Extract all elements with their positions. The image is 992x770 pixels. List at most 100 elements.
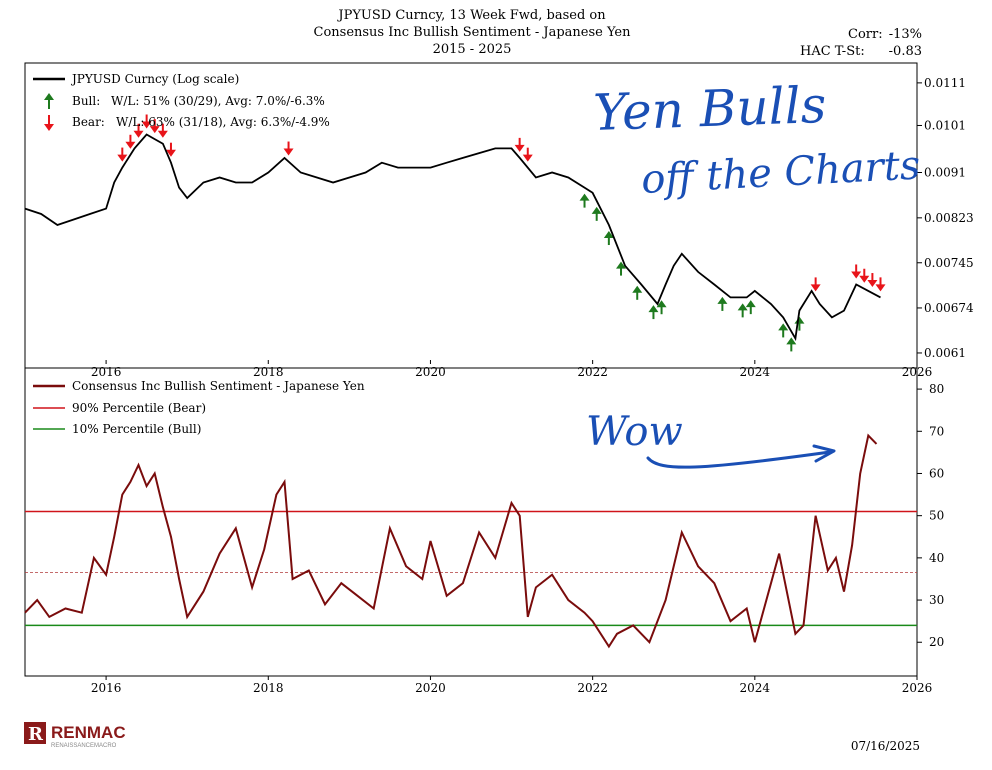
legend-price-label: JPYUSD Curncy (Log scale) — [70, 72, 239, 86]
bear-arrow-head — [157, 130, 168, 138]
chart-header: JPYUSD Curncy, 13 Week Fwd, based on Con… — [314, 8, 922, 59]
bear-signal-arrow-10 — [810, 277, 821, 292]
y-tick-label: 0.0111 — [924, 76, 966, 90]
y-tick-label: 0.0061 — [924, 346, 966, 360]
bull-signal-arrow-7 — [717, 296, 728, 311]
bear-arrow-head — [867, 280, 878, 288]
bull-signal-arrow-5 — [648, 305, 659, 320]
footer-logo: R RENMAC RENAISSANCEMACRO — [24, 722, 126, 749]
y-tick-label: 70 — [929, 424, 944, 438]
legend-bull-stats: W/L: 51% (30/29), Avg: 7.0%/-6.3% — [111, 94, 325, 108]
x-tick-label: 2016 — [91, 681, 122, 695]
handwriting-wow: Wow — [586, 409, 683, 455]
x-tick-label: 2018 — [253, 365, 284, 379]
bull-arrow-head — [632, 285, 643, 293]
y-tick-label: 0.00745 — [924, 256, 974, 270]
bear-signal-arrow-1 — [125, 134, 136, 149]
y-tick-label: 50 — [929, 509, 944, 523]
chart-title-line2: Consensus Inc Bullish Sentiment - Japane… — [314, 25, 632, 40]
bull-arrow-head — [656, 300, 667, 308]
y-tick-label: 30 — [929, 593, 944, 607]
top-legend: JPYUSD Curncy (Log scale) Bull: W/L: 51%… — [33, 72, 330, 131]
bear-arrow-head — [810, 284, 821, 292]
legend-bear-label: Bear: — [72, 115, 105, 129]
y-tick-label: 0.00674 — [924, 301, 974, 315]
bear-arrow-head — [875, 284, 886, 292]
top-signal-arrows — [117, 114, 886, 352]
bear-signal-arrow-5 — [157, 123, 168, 138]
bear-signal-arrow-2 — [133, 123, 144, 138]
bull-signal-arrow-4 — [632, 285, 643, 300]
top-y-axis: 0.0111 0.0101 0.0091 0.00823 0.00745 0.00674 0… — [917, 76, 974, 360]
bear-arrow-head — [117, 154, 128, 162]
bottom-x-axis: 2016 2018 2020 2022 2024 2026 — [91, 676, 932, 695]
tstat-value: -0.83 — [889, 44, 922, 59]
bear-arrow-head — [133, 130, 144, 138]
bull-signal-arrow-10 — [778, 323, 789, 338]
logo-text: RENMAC — [51, 723, 126, 742]
bear-signal-arrow-11 — [851, 264, 862, 279]
corr-value: -13% — [889, 27, 922, 42]
bull-arrow-head — [745, 300, 756, 308]
tstat-label: HAC T-St: — [800, 44, 865, 59]
x-tick-label: 2020 — [415, 365, 446, 379]
bear-signal-arrow-13 — [867, 273, 878, 288]
legend-bear-stats: W/L: 63% (31/18), Avg: 6.3%/-4.9% — [116, 115, 330, 129]
bottom-y-axis: 80 70 60 50 40 30 20 — [917, 382, 944, 649]
legend-bull-label: Bull: — [72, 94, 100, 108]
bull-signal-arrow-2 — [603, 231, 614, 246]
x-tick-label: 2018 — [253, 681, 284, 695]
bull-signal-arrow-3 — [616, 261, 627, 276]
bear-signal-arrow-4 — [149, 119, 160, 134]
legend-bear-arrow-icon — [44, 115, 54, 131]
bull-arrow-head — [603, 231, 614, 239]
bear-signal-arrow-14 — [875, 277, 886, 292]
x-tick-label: 2024 — [740, 365, 771, 379]
price-series-line — [24, 133, 881, 342]
bull-arrow-head — [778, 323, 789, 331]
bottom-legend: Consensus Inc Bullish Sentiment - Japane… — [33, 379, 365, 436]
handwritten-annotation-top: Yen Bulls off the Charts — [592, 76, 921, 203]
bull-arrow-head — [786, 337, 797, 345]
bear-arrow-head — [125, 141, 136, 149]
bull-signal-arrow-1 — [591, 206, 602, 221]
bull-signal-arrow-0 — [579, 193, 590, 208]
y-tick-label: 20 — [929, 635, 944, 649]
bear-arrow-head — [283, 148, 294, 156]
bottom-panel-frame — [24, 367, 918, 677]
bull-signal-arrow-9 — [745, 300, 756, 315]
chart-title-line1: JPYUSD Curncy, 13 Week Fwd, based on — [336, 8, 606, 23]
bull-signal-arrow-11 — [786, 337, 797, 352]
legend-sentiment-label: Consensus Inc Bullish Sentiment - Japane… — [72, 379, 365, 393]
bear-signal-arrow-9 — [522, 147, 533, 162]
handwriting-arrowhead-icon — [812, 444, 836, 463]
bear-arrow-head — [514, 144, 525, 152]
bear-arrow-head — [165, 149, 176, 157]
bear-arrow-head — [851, 271, 862, 279]
bear-signal-arrow-0 — [117, 147, 128, 162]
bear-signal-arrow-12 — [859, 268, 870, 283]
bear-arrow-head — [522, 154, 533, 162]
bull-arrow-head — [579, 193, 590, 201]
logo-subtext: RENAISSANCEMACRO — [51, 743, 117, 749]
y-tick-label: 60 — [929, 466, 944, 480]
x-tick-label: 2020 — [415, 681, 446, 695]
legend-bull-arrow-icon — [44, 93, 54, 109]
bull-signal-arrow-8 — [737, 303, 748, 318]
bull-arrow-head — [616, 261, 627, 269]
y-tick-label: 80 — [929, 382, 944, 396]
bear-arrow-head — [149, 126, 160, 134]
bull-arrow-head — [591, 206, 602, 214]
legend-bear-pct-label: 90% Percentile (Bear) — [72, 401, 206, 415]
legend-bull-pct-label: 10% Percentile (Bull) — [72, 422, 201, 436]
bull-arrow-head — [794, 316, 805, 324]
bull-signal-arrow-6 — [656, 300, 667, 315]
handwriting-top-line2: off the Charts — [640, 142, 921, 203]
x-tick-label: 2022 — [577, 365, 608, 379]
bear-arrow-head — [141, 121, 152, 129]
handwritten-annotation-bottom: Wow — [586, 409, 836, 469]
bull-arrow-head — [648, 305, 659, 313]
y-tick-label: 0.0091 — [924, 166, 966, 180]
x-tick-label: 2016 — [91, 365, 122, 379]
top-x-axis: 2016 2018 2020 2022 2024 2026 — [91, 360, 932, 379]
